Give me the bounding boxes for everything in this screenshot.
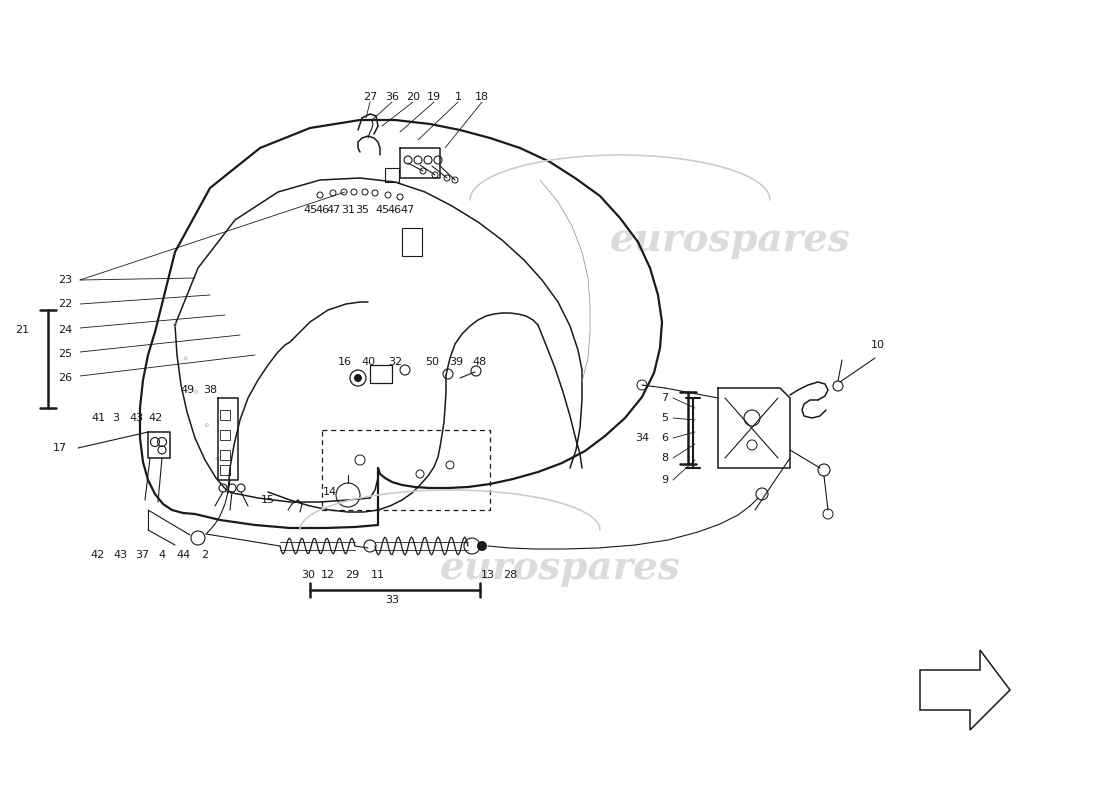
- Text: 18: 18: [475, 92, 490, 102]
- Text: 14: 14: [323, 487, 337, 497]
- Text: 10: 10: [871, 340, 886, 350]
- Text: 41: 41: [91, 413, 106, 423]
- Text: 38: 38: [202, 385, 217, 395]
- Text: 26: 26: [58, 373, 73, 383]
- Text: 12: 12: [321, 570, 336, 580]
- Bar: [402, 228, 422, 256]
- Text: 48: 48: [473, 357, 487, 367]
- Text: 23: 23: [58, 275, 73, 285]
- Circle shape: [354, 374, 362, 382]
- Text: 6: 6: [661, 433, 669, 443]
- Text: 13: 13: [481, 570, 495, 580]
- Text: 11: 11: [371, 570, 385, 580]
- Bar: [220, 430, 230, 440]
- Text: 43: 43: [129, 413, 143, 423]
- Text: 40: 40: [361, 357, 375, 367]
- Text: 25: 25: [58, 349, 73, 359]
- Text: 8: 8: [661, 453, 669, 463]
- Text: 19: 19: [427, 92, 441, 102]
- Text: 24: 24: [58, 325, 73, 335]
- Bar: [220, 410, 230, 420]
- Text: 36: 36: [385, 92, 399, 102]
- Text: 31: 31: [341, 205, 355, 215]
- Bar: [220, 450, 230, 460]
- Text: 37: 37: [135, 550, 150, 560]
- Text: 16: 16: [338, 357, 352, 367]
- Text: 21: 21: [15, 325, 29, 335]
- Text: 39: 39: [449, 357, 463, 367]
- Text: 43: 43: [113, 550, 128, 560]
- Text: 27: 27: [363, 92, 377, 102]
- Text: 47: 47: [327, 205, 341, 215]
- Text: 35: 35: [355, 205, 368, 215]
- Text: 5: 5: [661, 413, 669, 423]
- Text: 3: 3: [112, 413, 120, 423]
- Text: 20: 20: [406, 92, 420, 102]
- Polygon shape: [920, 650, 1010, 730]
- Text: 9: 9: [661, 475, 669, 485]
- Text: 42: 42: [91, 550, 106, 560]
- Text: 45: 45: [375, 205, 389, 215]
- Text: 1: 1: [454, 92, 462, 102]
- Text: 33: 33: [385, 595, 399, 605]
- Text: 42: 42: [148, 413, 163, 423]
- Text: 46: 46: [388, 205, 403, 215]
- Text: 32: 32: [388, 357, 403, 367]
- Text: 2: 2: [201, 550, 209, 560]
- Text: 30: 30: [301, 570, 315, 580]
- Text: 45: 45: [302, 205, 317, 215]
- Text: eurospares: eurospares: [440, 549, 681, 587]
- Text: 15: 15: [261, 495, 275, 505]
- Bar: [370, 365, 392, 383]
- Text: eurospares: eurospares: [609, 221, 850, 259]
- Bar: [385, 168, 399, 182]
- Bar: [220, 465, 230, 475]
- Text: 46: 46: [315, 205, 329, 215]
- Text: 44: 44: [177, 550, 191, 560]
- Text: 7: 7: [661, 393, 669, 403]
- Text: 4: 4: [158, 550, 166, 560]
- Text: 29: 29: [345, 570, 359, 580]
- Circle shape: [477, 541, 487, 551]
- Text: 49: 49: [180, 385, 195, 395]
- Text: 17: 17: [53, 443, 67, 453]
- Text: 28: 28: [503, 570, 517, 580]
- Text: 50: 50: [425, 357, 439, 367]
- Text: 34: 34: [635, 433, 649, 443]
- Text: 22: 22: [58, 299, 73, 309]
- Text: 47: 47: [400, 205, 415, 215]
